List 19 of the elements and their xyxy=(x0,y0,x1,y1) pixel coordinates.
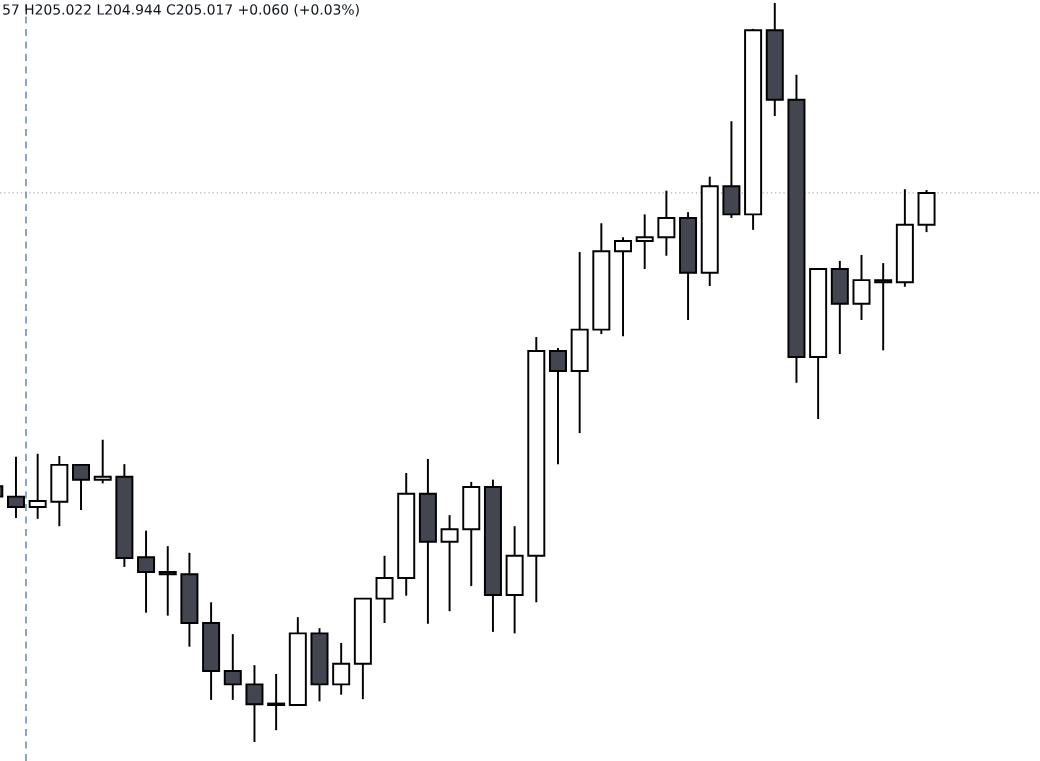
candlestick xyxy=(6,455,25,520)
candlestick xyxy=(332,642,351,696)
candlestick xyxy=(267,673,286,732)
candlestick xyxy=(245,664,264,743)
candlestick xyxy=(375,554,394,624)
candlestick xyxy=(72,463,91,511)
candlestick xyxy=(874,262,893,352)
candlestick xyxy=(93,438,112,485)
candlestick xyxy=(657,189,676,257)
candlestick xyxy=(635,213,654,271)
candlestick xyxy=(137,529,156,614)
candlestick xyxy=(158,545,177,617)
candlestick xyxy=(548,347,567,466)
candlestick xyxy=(223,633,242,701)
annotation: 57 H205.022 L204.944 C205.017 +0.060 (+0.03%) xyxy=(3,4,359,17)
candlestick xyxy=(614,236,633,338)
candlestick xyxy=(440,514,459,613)
candlestick xyxy=(852,254,871,321)
candlestick xyxy=(28,452,47,520)
